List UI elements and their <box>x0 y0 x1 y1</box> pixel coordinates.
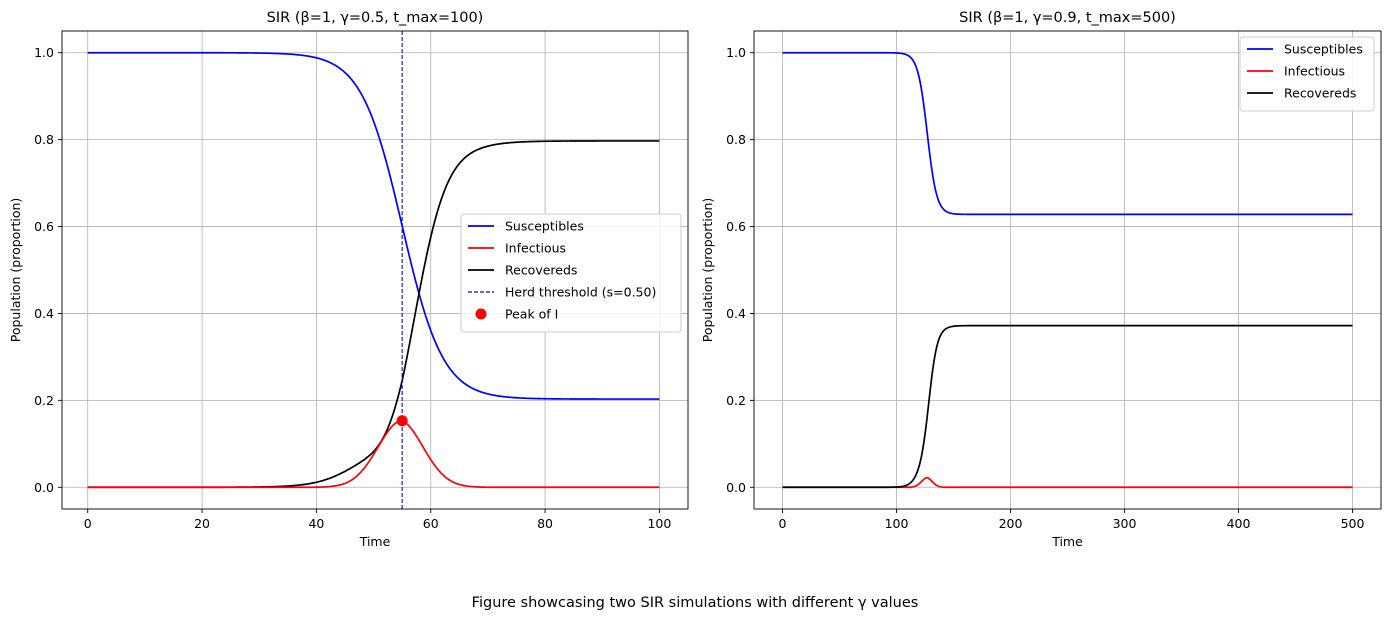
legend-label: Peak of I <box>505 307 558 322</box>
y-axis-label: Population (proportion) <box>700 198 715 343</box>
chart-left: 0 20 40 60 80 100 0.0 0.2 0.4 0.6 0.8 1.0 SIR (β=1, … <box>8 10 689 549</box>
chart-title: SIR (β=1, γ=0.5, t_max=100) <box>267 10 484 26</box>
legend: Susceptibles Infectious Recovereds Herd thr… <box>460 213 682 333</box>
x-tick-label: 200 <box>999 516 1023 531</box>
legend-swatch <box>475 308 487 320</box>
legend: Susceptibles Infectious Recovereds <box>1239 36 1375 112</box>
legend-label: Herd threshold (s=0.50) <box>505 285 656 300</box>
legend-label: Recovereds <box>1284 86 1356 101</box>
legend-label: Susceptibles <box>505 219 584 234</box>
y-tick-label: 1.0 <box>726 45 746 60</box>
legend-box <box>460 213 682 333</box>
x-tick-label: 60 <box>423 516 439 531</box>
y-tick-label: 0.4 <box>34 306 54 321</box>
x-tick-label: 100 <box>885 516 909 531</box>
legend-label: Infectious <box>1284 64 1345 79</box>
series-line-infectious <box>87 419 660 489</box>
series-line-susceptibles <box>87 51 660 400</box>
y-tick-label: 0.0 <box>34 480 54 495</box>
chart-title: SIR (β=1, γ=0.9, t_max=500) <box>959 10 1176 26</box>
series-line-recovereds <box>782 324 1353 489</box>
y-tick-label: 0.0 <box>726 480 746 495</box>
x-tick-label: 300 <box>1113 516 1137 531</box>
y-tick-label: 0.8 <box>34 132 54 147</box>
x-tick-label: 100 <box>647 516 671 531</box>
peak-marker <box>396 415 408 427</box>
series-line-susceptibles <box>782 51 1353 216</box>
plot-frame <box>61 30 689 510</box>
y-tick-label: 0.6 <box>34 219 54 234</box>
x-tick-label: 0 <box>84 516 92 531</box>
y-tick-label: 0.6 <box>726 219 746 234</box>
y-tick-label: 0.4 <box>726 306 746 321</box>
x-tick-label: 80 <box>537 516 553 531</box>
y-tick-label: 0.8 <box>726 132 746 147</box>
y-axis-label: Population (proportion) <box>8 198 23 343</box>
chart-right: 0 100 200 300 400 500 0.0 0.2 0.4 0.6 0.8 1.0 SIR (β… <box>700 10 1382 549</box>
plot-frame <box>753 30 1382 510</box>
x-tick-label: 400 <box>1227 516 1251 531</box>
series-line-infectious <box>782 476 1353 489</box>
y-tick-label: 0.2 <box>34 393 54 408</box>
y-tick-label: 1.0 <box>34 45 54 60</box>
figure-caption: Figure showcasing two SIR simulations wi… <box>472 595 919 611</box>
x-axis-label: Time <box>1051 534 1083 549</box>
x-tick-label: 20 <box>194 516 210 531</box>
x-tick-label: 0 <box>779 516 787 531</box>
x-tick-label: 40 <box>308 516 324 531</box>
legend-label: Susceptibles <box>1284 42 1363 57</box>
x-axis-label: Time <box>359 534 391 549</box>
x-tick-label: 500 <box>1341 516 1365 531</box>
legend-box <box>1239 36 1375 112</box>
legend-label: Infectious <box>505 241 566 256</box>
y-tick-label: 0.2 <box>726 393 746 408</box>
legend-label: Recovereds <box>505 263 577 278</box>
